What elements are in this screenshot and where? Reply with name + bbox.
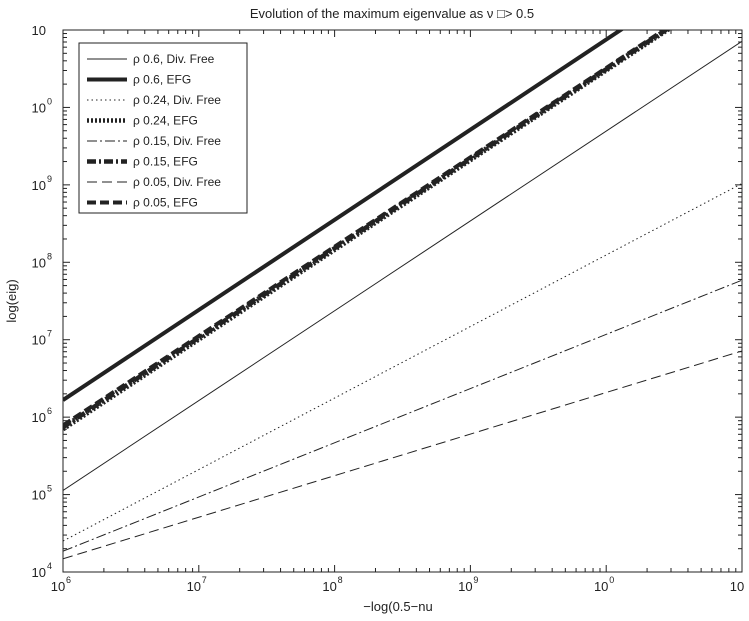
series-line-8 <box>63 30 668 428</box>
series-line-2 <box>63 30 625 402</box>
plot-frame <box>62 29 743 573</box>
legend-label: ρ 0.6, Div. Free <box>133 52 215 66</box>
y-tick-label: 10 <box>32 178 46 193</box>
y-tick-label: 10 <box>32 23 46 38</box>
x-tick-label: 10 <box>594 579 608 594</box>
series-line-5 <box>63 279 742 552</box>
y-tick-exponent: 0 <box>47 96 52 106</box>
y-tick-exponent: 4 <box>47 561 52 571</box>
y-tick-label: 10 <box>32 410 46 425</box>
series-line-7 <box>63 350 742 560</box>
series-line-3 <box>63 183 742 542</box>
series-line-1 <box>63 40 742 491</box>
legend-label: ρ 0.15, EFG <box>133 155 198 169</box>
x-tick-exponent: 6 <box>66 575 71 585</box>
y-tick-label: 10 <box>32 333 46 348</box>
legend-label: ρ 0.05, Div. Free <box>133 175 221 189</box>
x-tick-label: 10 <box>322 579 336 594</box>
legend-label: ρ 0.24, Div. Free <box>133 93 221 107</box>
legend: ρ 0.6, Div. Free ρ 0.6, EFG ρ 0.24, Div. F… <box>78 42 248 214</box>
y-tick-exponent: 7 <box>47 329 52 339</box>
y-tick-exponent: 5 <box>47 484 52 494</box>
x-tick-label: 10 <box>458 579 472 594</box>
y-axis-label: log(eig) <box>4 279 19 322</box>
y-tick-label: 10 <box>32 255 46 270</box>
y-tick-exponent: 6 <box>47 406 52 416</box>
chart-title: Evolution of the maximum eigenvalue as ν… <box>250 6 534 21</box>
y-tick-label: 10 <box>32 488 46 503</box>
legend-box <box>78 42 248 214</box>
x-tick-exponent: 7 <box>202 575 207 585</box>
x-axis-label: −log(0.5−nu <box>363 599 432 614</box>
y-tick-label: 10 <box>32 100 46 115</box>
legend-label: ρ 0.15, Div. Free <box>133 134 221 148</box>
x-tick-exponent: 0 <box>609 575 614 585</box>
x-tick-exponent: 9 <box>473 575 478 585</box>
legend-label: ρ 0.24, EFG <box>133 114 198 128</box>
series-layer <box>63 30 742 560</box>
x-tick-label: 10 <box>187 579 201 594</box>
legend-label: ρ 0.05, EFG <box>133 196 198 210</box>
y-tick-exponent: 9 <box>47 174 52 184</box>
y-tick-exponent: 8 <box>47 251 52 261</box>
y-tick-label: 10 <box>32 565 46 580</box>
legend-label: ρ 0.6, EFG <box>133 73 191 87</box>
x-tick-exponent: 8 <box>338 575 343 585</box>
x-tick-label: 10 <box>730 579 744 594</box>
x-tick-label: 10 <box>51 579 65 594</box>
